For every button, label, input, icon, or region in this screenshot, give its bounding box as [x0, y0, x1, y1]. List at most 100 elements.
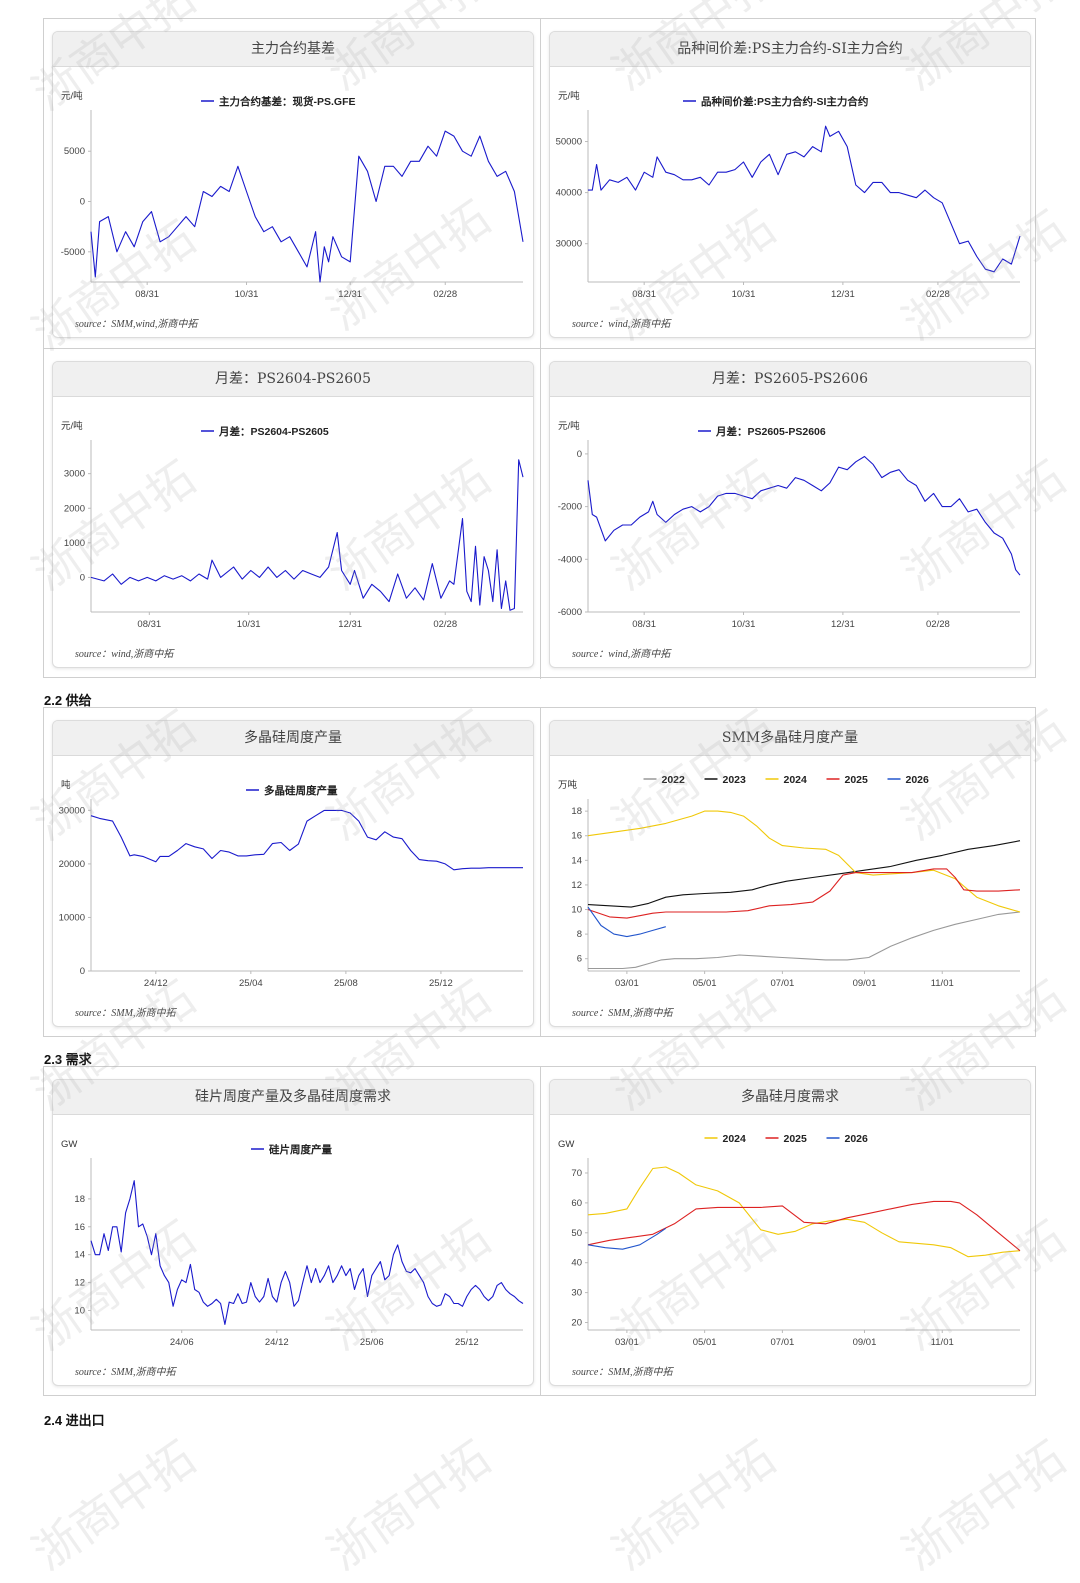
- monthly-spread-2604-card: 月差：PS2604-PS2605 元/吨 3000 2000 1000 0 08/31 10…: [52, 361, 534, 668]
- chart-source: source：wind,浙商中拓: [75, 649, 174, 660]
- chart-title: SMM多晶硅月度产量: [550, 721, 1030, 756]
- x-tick-label: 02/28: [433, 619, 457, 630]
- y-tick-label: -6000: [558, 607, 582, 618]
- x-tick-label: 12/31: [831, 289, 855, 300]
- x-tick-label: 08/31: [632, 289, 656, 300]
- x-tick-label: 12/31: [338, 619, 362, 630]
- chart-title: 硅片周度产量及多晶硅周度需求: [53, 1080, 533, 1115]
- legend-label: 2025: [845, 774, 869, 786]
- chart-cell: 硅片周度产量及多晶硅周度需求 GW 18 16 14 12 10 24/06 24/12 25/…: [44, 1067, 540, 1395]
- x-tick-label: 08/31: [135, 289, 159, 300]
- y-tick-label: 30: [571, 1288, 582, 1299]
- series-line-多晶硅周度产量: [90, 809, 523, 871]
- y-tick-label: 10000: [59, 912, 85, 923]
- legend-label: 硅片周度产量: [269, 1143, 332, 1156]
- x-tick-label: 12/31: [338, 289, 362, 300]
- y-tick-label: 2000: [64, 503, 85, 514]
- y-axis-unit: 万吨: [558, 779, 578, 791]
- x-tick-label: 10/31: [732, 289, 756, 300]
- y-tick-label: 10: [571, 905, 582, 916]
- y-tick-label: 20: [571, 1318, 582, 1329]
- y-axis-unit: 元/吨: [558, 90, 580, 102]
- x-tick-label: 10/31: [237, 619, 261, 630]
- chart-cell: 品种间价差:PS主力合约-SI主力合约 元/吨 50000 40000 30000 08…: [540, 19, 1036, 349]
- series-line-2025: [587, 868, 1021, 919]
- spread-chart: 元/吨 50000 40000 30000 08/31 10/31 12/31 02/28 品种…: [556, 90, 1021, 300]
- y-tick-label: 5000: [64, 146, 85, 157]
- y-tick-label: 12: [74, 1278, 85, 1289]
- basis-chart: 元/吨 5000 0 -5000 08/31 10/31 12/31 02/28 主力合约基差：…: [61, 90, 524, 300]
- y-tick-label: 40000: [556, 188, 582, 199]
- y-tick-label: 0: [577, 449, 582, 460]
- legend-label: 多晶硅周度产量: [264, 784, 338, 797]
- y-axis-unit: 元/吨: [558, 420, 580, 432]
- x-tick-label: 12/31: [831, 619, 855, 630]
- legend-label: 主力合约基差：现货-PS.GFE: [219, 95, 356, 108]
- y-tick-label: 70: [571, 1168, 582, 1179]
- y-axis-unit: 吨: [61, 779, 71, 791]
- x-tick-label: 10/31: [235, 289, 259, 300]
- basis-chart-card: 主力合约基差 元/吨 5000 0 -5000 08/31 10/31 12/31 02/28…: [52, 31, 534, 338]
- x-tick-label: 11/01: [931, 978, 954, 989]
- y-tick-label: 16: [74, 1222, 85, 1233]
- series-line-月差：PS2604-PS2605: [90, 459, 524, 611]
- chart-title: 月差：PS2604-PS2605: [53, 362, 533, 397]
- watermark-text: 浙商中拓: [22, 1430, 205, 1581]
- chart-title: 多晶硅月度需求: [550, 1080, 1030, 1115]
- y-tick-label: 0: [80, 572, 85, 583]
- monthly-output-chart: 万吨 18 16 14 12 10 8 6 03/01 05/01 07/01 09/01 11/01 2…: [558, 774, 1021, 989]
- legend-label: 2023: [723, 774, 747, 786]
- y-tick-label: 18: [571, 806, 582, 817]
- y-tick-label: 60: [571, 1198, 582, 1209]
- section-heading-demand: 2.3 需求: [44, 1052, 92, 1067]
- x-tick-label: 03/01: [615, 978, 639, 989]
- x-tick-label: 02/28: [433, 289, 457, 300]
- y-tick-label: 40: [571, 1258, 582, 1269]
- legend-label: 2026: [906, 774, 930, 786]
- legend-label: 品种间价差:PS主力合约-SI主力合约: [701, 95, 868, 108]
- monthly-spread-2605-card: 月差：PS2605-PS2606 元/吨 0 -2000 -4000 -6000 08/3…: [549, 361, 1031, 668]
- y-tick-label: 30000: [59, 805, 85, 816]
- chart-source: source：wind,浙商中拓: [572, 649, 671, 660]
- weekly-output-chart: 吨 30000 20000 10000 0 24/12 25/04 25/08 25/12 多晶硅…: [59, 779, 523, 989]
- chart-cell: 主力合约基差 元/吨 5000 0 -5000 08/31 10/31 12/31 02/28…: [44, 19, 540, 349]
- y-axis-unit: 元/吨: [61, 420, 83, 432]
- weekly-output-card: 多晶硅周度产量 吨 30000 20000 10000 0 24/12 25/04 25/08…: [52, 720, 534, 1027]
- x-tick-label: 05/01: [693, 978, 717, 989]
- chart-title: 月差：PS2605-PS2606: [550, 362, 1030, 397]
- y-tick-label: 20000: [59, 859, 85, 870]
- y-tick-label: 16: [571, 831, 582, 842]
- x-tick-label: 07/01: [771, 1337, 795, 1348]
- x-tick-label: 02/28: [926, 619, 950, 630]
- y-tick-label: 12: [571, 880, 582, 891]
- x-tick-label: 25/08: [334, 978, 358, 989]
- x-tick-label: 07/01: [771, 978, 795, 989]
- x-tick-label: 25/06: [360, 1337, 384, 1348]
- y-tick-label: 6: [577, 954, 582, 965]
- watermark-text: 浙商中拓: [317, 1430, 500, 1581]
- monthly-spread-2604-chart: 元/吨 3000 2000 1000 0 08/31 10/31 12/31 02/28 月差：P…: [61, 420, 524, 630]
- y-tick-label: 10: [74, 1305, 85, 1316]
- section-heading-trade: 2.4 进出口: [44, 1413, 105, 1428]
- watermark-text: 浙商中拓: [892, 1430, 1075, 1581]
- chart-source: source：wind,浙商中拓: [572, 319, 671, 330]
- legend-label: 月差：PS2604-PS2605: [218, 425, 329, 438]
- y-tick-label: 0: [80, 966, 85, 977]
- chart-cell: 多晶硅月度需求 GW 70 60 50 40 30 20 03/01 05/01 07/01 09/…: [540, 1067, 1036, 1395]
- series-line-硅片周度产量: [90, 1180, 524, 1325]
- y-tick-label: 14: [74, 1250, 85, 1261]
- x-tick-label: 25/12: [429, 978, 453, 989]
- y-tick-label: -2000: [558, 502, 582, 513]
- series-line-月差：PS2605-PS2606: [587, 455, 1021, 576]
- chart-source: source：SMM,浙商中拓: [75, 1367, 176, 1378]
- series-line-2024: [587, 810, 1021, 913]
- y-tick-label: 18: [74, 1194, 85, 1205]
- x-tick-label: 02/28: [926, 289, 950, 300]
- y-axis-unit: GW: [61, 1139, 77, 1150]
- legend-label: 2025: [784, 1133, 808, 1145]
- y-tick-label: -5000: [61, 247, 85, 258]
- x-tick-label: 24/12: [265, 1337, 289, 1348]
- x-tick-label: 10/31: [732, 619, 756, 630]
- y-tick-label: 14: [571, 855, 582, 866]
- x-tick-label: 24/06: [170, 1337, 194, 1348]
